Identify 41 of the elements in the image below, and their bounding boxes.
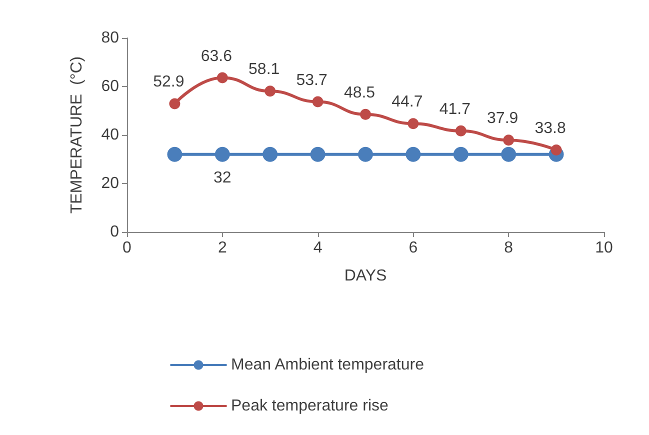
x-tick-label: 6 [408, 240, 418, 256]
point [360, 108, 371, 120]
point [453, 146, 468, 162]
point [167, 146, 182, 162]
x-tick-label: 2 [218, 240, 227, 256]
data-label: 58.1 [248, 61, 280, 78]
x-axis-title: DAYS [344, 268, 387, 284]
x-tick-label: 0 [122, 240, 132, 256]
point [262, 146, 278, 162]
data-label: 37.9 [487, 110, 518, 128]
point [264, 86, 276, 97]
y-tick-label: 20 [101, 175, 120, 192]
point [214, 146, 230, 162]
y-tick-label: 60 [101, 78, 120, 95]
y-axis-title: TEMPERATURE (°C) [68, 56, 86, 214]
point [501, 146, 516, 162]
data-label: 33.8 [534, 120, 566, 138]
data-label: 41.7 [439, 100, 471, 118]
point [216, 72, 228, 84]
data-label: 53.7 [296, 72, 328, 89]
data-label: 63.6 [200, 48, 232, 65]
legend-label: Mean Ambient temperature [231, 356, 424, 374]
x-tick-label: 8 [504, 240, 514, 256]
data-label: 52.9 [153, 74, 184, 91]
y-tick-label: 0 [110, 224, 120, 240]
point [312, 96, 324, 108]
legend-label: Peak temperature rise [231, 398, 389, 414]
y-tick-label: 80 [101, 30, 120, 46]
data-label: 44.7 [392, 94, 423, 111]
point [408, 118, 419, 130]
data-label: 32 [214, 169, 232, 186]
point [169, 98, 180, 110]
point [310, 146, 326, 162]
point [503, 134, 514, 146]
point [406, 146, 421, 162]
x-tick-label: 10 [595, 240, 613, 256]
point [455, 125, 466, 136]
point [358, 146, 373, 162]
data-label: 48.5 [344, 84, 376, 102]
y-tick-label: 40 [101, 126, 120, 144]
x-tick-label: 4 [313, 240, 322, 256]
